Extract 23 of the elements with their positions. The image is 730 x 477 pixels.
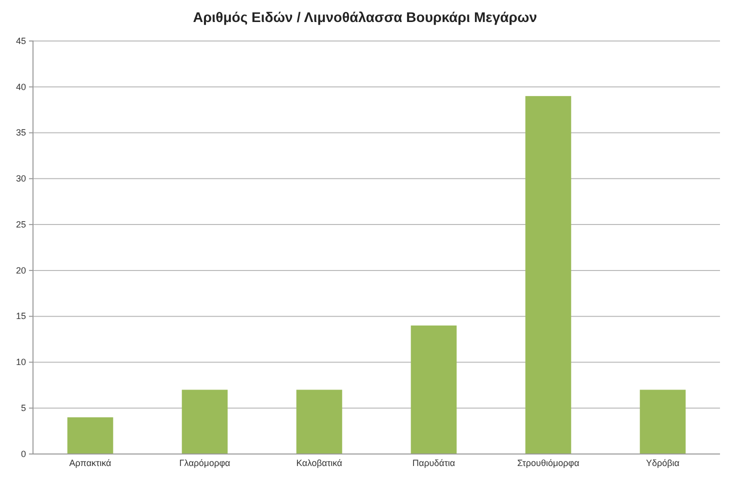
x-tick-label: Παρυδάτια [412, 458, 456, 468]
x-tick-label: Υδρόβια [646, 458, 680, 468]
x-tick-label: Γλαρόμορφα [179, 458, 230, 468]
bar [182, 390, 228, 454]
y-tick-label: 30 [16, 174, 26, 184]
bar [525, 96, 572, 454]
chart-title: Αριθμός Ειδών / Λιμνοθάλασσα Βουρκάρι Μεγάρων [192, 9, 538, 25]
bar [296, 390, 342, 454]
y-tick-label: 5 [20, 402, 26, 413]
y-tick-label: 0 [20, 448, 26, 459]
y-tick-label: 45 [16, 36, 26, 46]
bar [640, 390, 686, 454]
x-tick-label: Αρπακτικά [69, 458, 112, 468]
y-tick-label: 20 [16, 265, 26, 276]
x-tick-label: Στρουθιόμορφα [517, 458, 580, 468]
y-tick-label: 40 [16, 82, 26, 92]
x-tick-label: Καλοβατικά [296, 458, 342, 468]
y-tick-label: 10 [16, 357, 26, 368]
y-tick-label: 35 [16, 128, 26, 138]
y-tick-label: 15 [16, 311, 26, 322]
bar [410, 326, 457, 454]
y-tick-label: 25 [16, 219, 26, 230]
bar [67, 417, 114, 454]
